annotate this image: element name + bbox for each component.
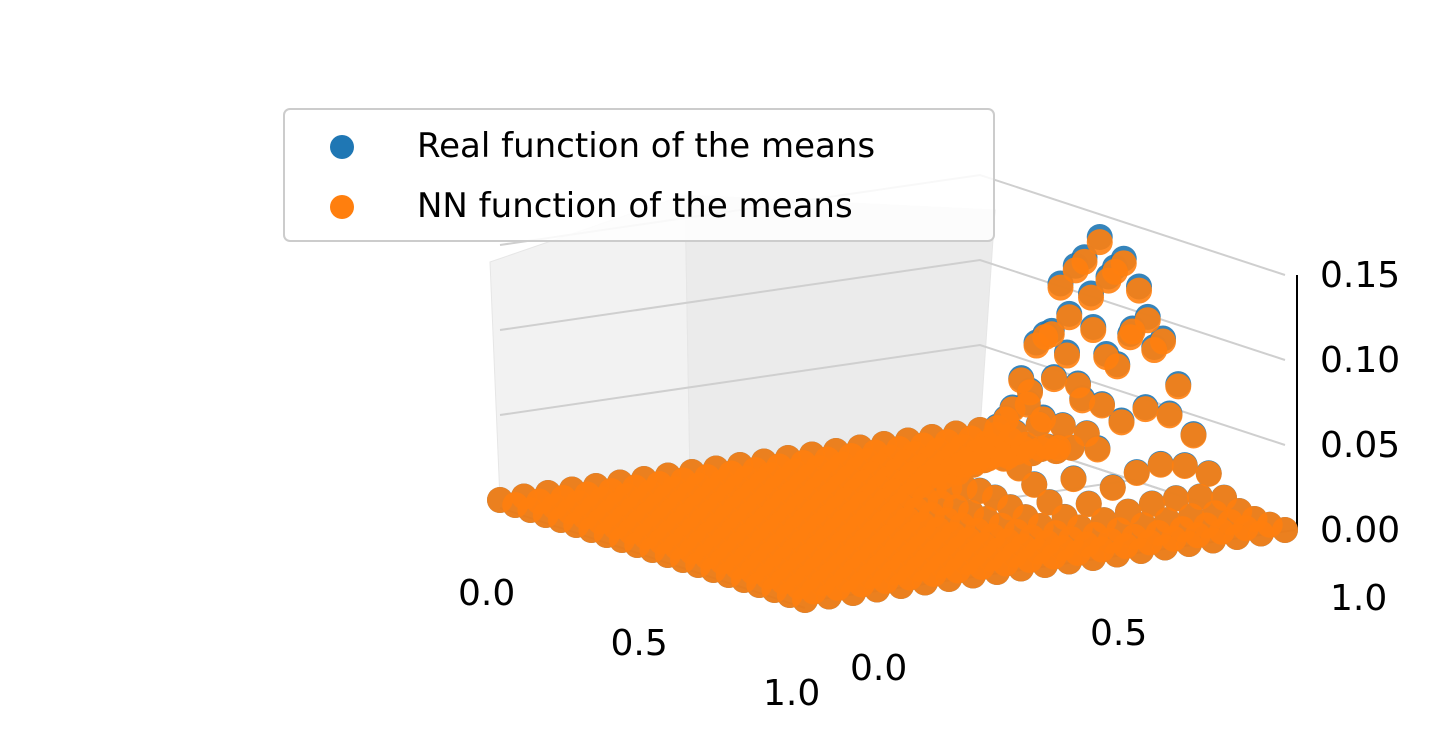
- point-nn-395: [1008, 555, 1034, 582]
- point-nn-151: [1171, 452, 1198, 479]
- point-nn-129: [1038, 321, 1065, 348]
- point-nn-193: [1060, 466, 1087, 493]
- point-nn-72: [1056, 304, 1083, 331]
- point-nn-101: [1047, 274, 1074, 301]
- point-nn-418: [936, 566, 962, 592]
- point-nn-385: [1032, 551, 1058, 578]
- legend-label-nn: NN function of the means: [417, 186, 853, 226]
- grid-line-z-2: [499, 258, 1286, 361]
- point-nn-367: [1056, 548, 1082, 575]
- point-nn-62: [1041, 366, 1067, 393]
- point-nn-439: [816, 583, 842, 610]
- legend-label-real: Real function of the means: [417, 126, 875, 166]
- y-tick-label-1: 0.5: [1090, 613, 1147, 654]
- point-nn-162: [1147, 451, 1174, 478]
- point-nn-335: [1128, 537, 1154, 564]
- point-nn-102: [1086, 229, 1113, 256]
- point-nn-261: [1224, 523, 1250, 550]
- point-nn-425: [912, 569, 938, 596]
- point-nn-131: [1117, 324, 1144, 351]
- point-nn-194: [1099, 474, 1126, 501]
- point-nn-186: [1123, 459, 1150, 486]
- legend-box: [283, 108, 995, 242]
- x-tick-label-1: 0.5: [611, 623, 668, 664]
- z-tick-label-0: 0.00: [1320, 510, 1400, 551]
- point-nn-159: [1030, 406, 1056, 433]
- legend-marker-nn: [330, 195, 354, 219]
- y-tick-label-0: 0.0: [850, 648, 907, 689]
- point-nn-150: [1093, 344, 1120, 371]
- point-nn-171: [1084, 436, 1111, 463]
- point-nn-110: [1102, 258, 1128, 285]
- point-nn-187: [1163, 485, 1189, 512]
- point-nn-43: [1049, 412, 1076, 439]
- point-nn-65: [1080, 317, 1107, 344]
- point-nn-412: [960, 562, 986, 589]
- point-nn-402: [984, 559, 1010, 585]
- point-nn-225: [1075, 491, 1102, 518]
- z-tick-label-2: 0.10: [1320, 340, 1400, 381]
- point-nn-185: [1045, 434, 1072, 461]
- x-tick-label-2: 1.0: [763, 673, 820, 714]
- point-nn-111: [1180, 422, 1207, 449]
- point-nn-118: [1062, 257, 1089, 284]
- point-nn-132: [1156, 402, 1183, 429]
- scatter-points: [487, 224, 1298, 613]
- point-nn-207: [1021, 471, 1048, 498]
- point-nn-104: [1165, 373, 1192, 400]
- point-nn-250: [1248, 520, 1274, 547]
- point-nn-130: [1078, 284, 1104, 311]
- x-tick-label-0: 0.0: [458, 573, 515, 614]
- point-nn-94: [1008, 367, 1035, 394]
- point-nn-362: [1080, 544, 1106, 571]
- point-nn-160: [1069, 387, 1096, 414]
- point-nn-319: [1152, 534, 1178, 561]
- y-tick-label-2: 1.0: [1330, 578, 1387, 619]
- point-nn-434: [864, 576, 890, 603]
- point-nn-119: [1141, 337, 1168, 364]
- point-nn-138: [1132, 396, 1159, 423]
- point-nn-208: [1139, 490, 1165, 517]
- point-nn-137: [1054, 342, 1080, 369]
- point-nn-293: [1176, 530, 1202, 557]
- point-nn-430: [888, 573, 914, 599]
- point-nn-103: [1126, 277, 1152, 304]
- point-nn-77: [1134, 307, 1161, 334]
- point-nn-287: [1200, 527, 1226, 554]
- legend-marker-real: [330, 135, 354, 159]
- z-tick-label-1: 0.05: [1320, 425, 1400, 466]
- point-nn-230: [1272, 516, 1298, 543]
- point-nn-116: [984, 414, 1011, 441]
- z-tick-label-3: 0.15: [1320, 255, 1400, 296]
- point-nn-161: [1108, 409, 1135, 436]
- point-nn-437: [840, 580, 866, 606]
- tick-labels: 0.0 0.5 1.0 0.0 0.5 1.0 0.00 0.05 0.10 0.15: [458, 255, 1400, 714]
- point-nn-133: [1195, 460, 1222, 487]
- legend: Real function of the means NN function o…: [283, 108, 995, 242]
- point-nn-345: [1104, 541, 1130, 568]
- point-nn-440: [792, 587, 818, 613]
- point-nn-44: [1089, 392, 1115, 419]
- point-nn-184: [1006, 455, 1032, 482]
- grid-line-z-1: [499, 343, 1286, 446]
